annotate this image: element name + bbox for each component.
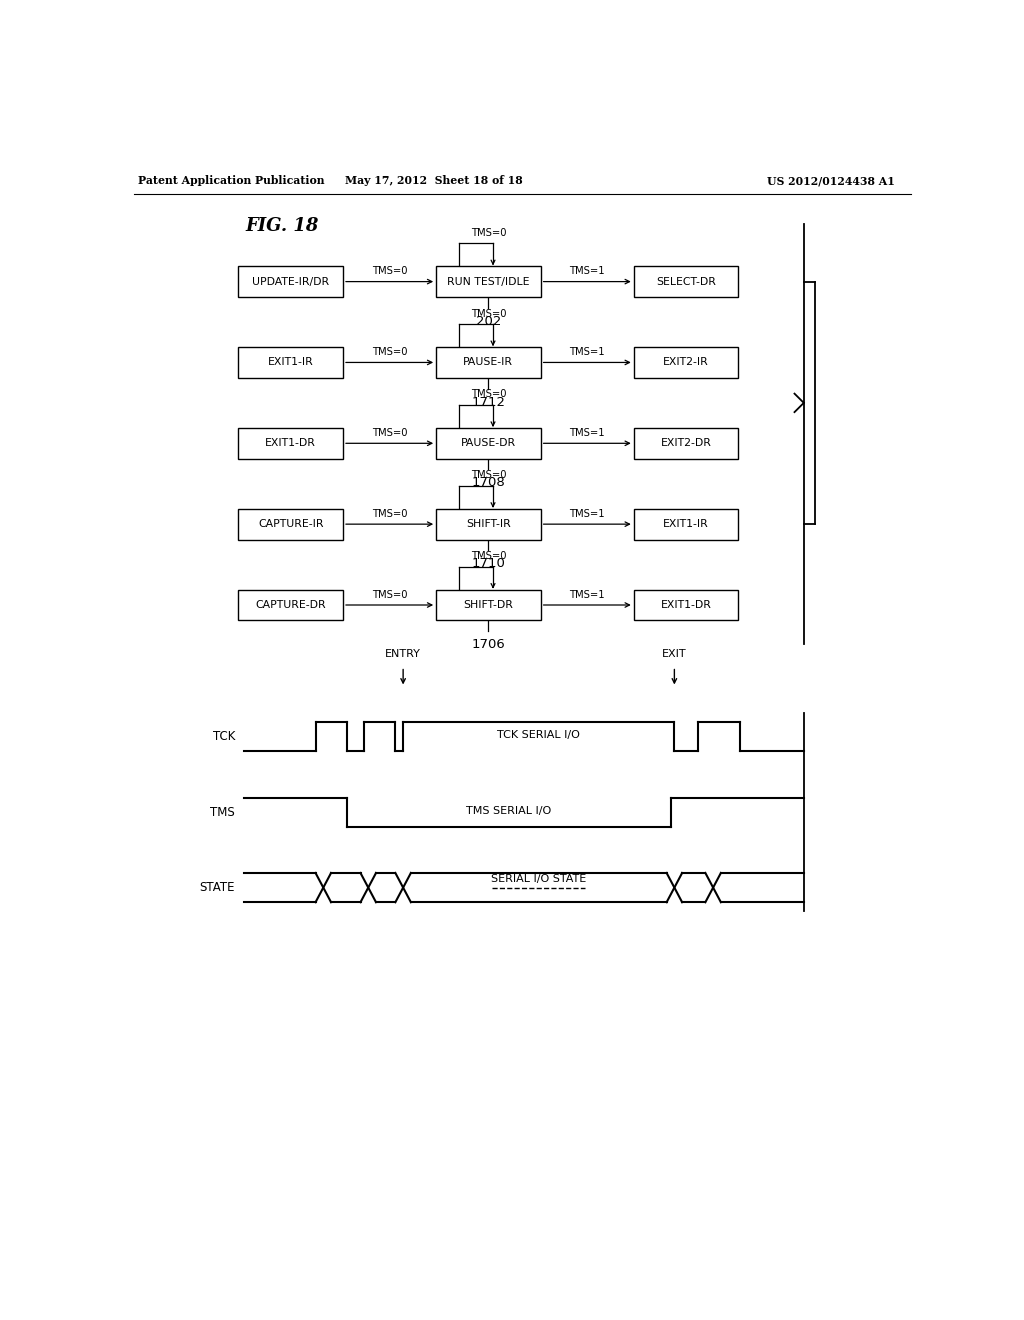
Text: UPDATE-IR/DR: UPDATE-IR/DR bbox=[252, 277, 330, 286]
FancyBboxPatch shape bbox=[436, 590, 541, 620]
Text: PAUSE-DR: PAUSE-DR bbox=[461, 438, 516, 449]
FancyBboxPatch shape bbox=[239, 267, 343, 297]
FancyBboxPatch shape bbox=[239, 347, 343, 378]
Text: EXIT1-DR: EXIT1-DR bbox=[660, 601, 712, 610]
Text: TMS=1: TMS=1 bbox=[569, 267, 605, 276]
Text: ENTRY: ENTRY bbox=[385, 649, 421, 659]
FancyBboxPatch shape bbox=[634, 590, 738, 620]
Text: TMS=0: TMS=0 bbox=[471, 552, 506, 561]
FancyBboxPatch shape bbox=[634, 508, 738, 540]
Text: May 17, 2012  Sheet 18 of 18: May 17, 2012 Sheet 18 of 18 bbox=[345, 176, 523, 186]
Text: TMS=0: TMS=0 bbox=[471, 470, 506, 480]
Text: Patent Application Publication: Patent Application Publication bbox=[138, 176, 325, 186]
Text: EXIT: EXIT bbox=[663, 649, 687, 659]
FancyBboxPatch shape bbox=[634, 267, 738, 297]
Text: TMS=0: TMS=0 bbox=[471, 389, 506, 400]
Text: SELECT-DR: SELECT-DR bbox=[656, 277, 716, 286]
Text: EXIT1-IR: EXIT1-IR bbox=[268, 358, 313, 367]
Text: EXIT2-DR: EXIT2-DR bbox=[660, 438, 712, 449]
Text: TMS=1: TMS=1 bbox=[569, 508, 605, 519]
Text: TMS=1: TMS=1 bbox=[569, 347, 605, 358]
Text: TMS=0: TMS=0 bbox=[372, 347, 408, 358]
Text: TCK: TCK bbox=[213, 730, 234, 743]
Text: 202: 202 bbox=[476, 314, 501, 327]
Text: TMS=0: TMS=0 bbox=[372, 267, 408, 276]
Text: 1706: 1706 bbox=[471, 638, 505, 651]
Text: SHIFT-IR: SHIFT-IR bbox=[466, 519, 511, 529]
FancyBboxPatch shape bbox=[436, 347, 541, 378]
Text: RUN TEST/IDLE: RUN TEST/IDLE bbox=[447, 277, 529, 286]
Text: TMS=0: TMS=0 bbox=[372, 590, 408, 599]
Text: STATE: STATE bbox=[200, 880, 234, 894]
Text: TMS=0: TMS=0 bbox=[372, 508, 408, 519]
Text: TCK SERIAL I/O: TCK SERIAL I/O bbox=[498, 730, 581, 741]
Text: 1710: 1710 bbox=[471, 557, 505, 570]
FancyBboxPatch shape bbox=[436, 508, 541, 540]
FancyBboxPatch shape bbox=[436, 428, 541, 459]
Text: EXIT1-IR: EXIT1-IR bbox=[664, 519, 709, 529]
Text: 1712: 1712 bbox=[471, 396, 506, 409]
Text: TMS=1: TMS=1 bbox=[569, 428, 605, 438]
FancyBboxPatch shape bbox=[239, 508, 343, 540]
Text: TMS: TMS bbox=[210, 805, 234, 818]
FancyBboxPatch shape bbox=[634, 347, 738, 378]
FancyBboxPatch shape bbox=[436, 267, 541, 297]
Text: TMS=0: TMS=0 bbox=[372, 428, 408, 438]
Text: 1708: 1708 bbox=[471, 477, 505, 490]
FancyBboxPatch shape bbox=[239, 590, 343, 620]
FancyBboxPatch shape bbox=[239, 428, 343, 459]
Text: SHIFT-DR: SHIFT-DR bbox=[464, 601, 513, 610]
Text: TMS=0: TMS=0 bbox=[471, 309, 506, 318]
Text: PAUSE-IR: PAUSE-IR bbox=[464, 358, 513, 367]
Text: CAPTURE-IR: CAPTURE-IR bbox=[258, 519, 324, 529]
Text: TMS=1: TMS=1 bbox=[569, 590, 605, 599]
Text: TMS SERIAL I/O: TMS SERIAL I/O bbox=[466, 805, 551, 816]
Text: TMS=0: TMS=0 bbox=[471, 228, 506, 238]
Text: US 2012/0124438 A1: US 2012/0124438 A1 bbox=[767, 176, 895, 186]
Text: EXIT2-IR: EXIT2-IR bbox=[664, 358, 709, 367]
Text: SERIAL I/O STATE: SERIAL I/O STATE bbox=[492, 874, 587, 884]
Text: FIG. 18: FIG. 18 bbox=[246, 218, 319, 235]
Text: CAPTURE-DR: CAPTURE-DR bbox=[255, 601, 326, 610]
Text: EXIT1-DR: EXIT1-DR bbox=[265, 438, 316, 449]
FancyBboxPatch shape bbox=[634, 428, 738, 459]
